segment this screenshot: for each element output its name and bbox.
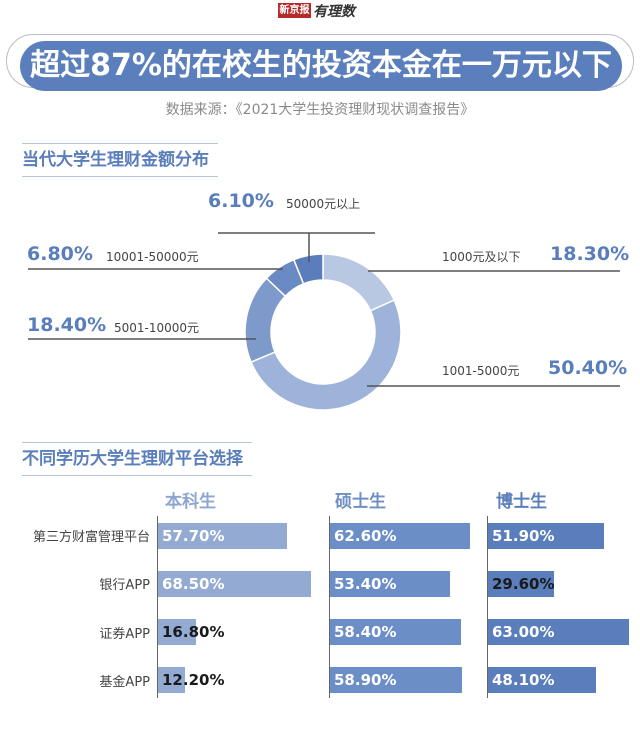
bar-value-label: 48.10% xyxy=(492,671,555,689)
page-title: 超过87%的在校生的投资本金在一万元以下 xyxy=(20,41,622,91)
pct-1000-below: 18.30% xyxy=(550,243,630,265)
pct-50000plus: 6.10% xyxy=(208,190,274,212)
bar xyxy=(330,667,462,693)
bar-value-label: 16.80% xyxy=(162,623,225,641)
axis-phd xyxy=(487,516,488,698)
row-label-third-party: 第三方财富管理平台 xyxy=(32,530,150,545)
bar xyxy=(330,619,461,645)
bar-value-label: 58.90% xyxy=(334,671,397,689)
donut-slice xyxy=(292,253,324,285)
label-1000-below: 1000元及以下 xyxy=(442,250,521,264)
bar xyxy=(488,667,596,693)
column-head-master: 硕士生 xyxy=(335,492,386,512)
bar xyxy=(488,523,605,549)
bar xyxy=(488,571,555,597)
bar xyxy=(158,619,196,645)
bar-value-label: 53.40% xyxy=(334,575,397,593)
label-50000plus: 50000元以上 xyxy=(286,197,361,211)
label-10001-50000: 10001-50000元 xyxy=(106,250,199,264)
bar xyxy=(330,571,450,597)
bar-value-label: 51.90% xyxy=(492,527,555,545)
logo-column: 有理数 xyxy=(313,4,355,20)
donut-slice xyxy=(250,299,402,411)
column-head-undergrad: 本科生 xyxy=(165,492,216,512)
bar-value-label: 62.60% xyxy=(334,527,397,545)
bar-value-label: 57.70% xyxy=(162,527,225,545)
label-5001-10000: 5001-10000元 xyxy=(114,321,200,335)
bar-value-label: 58.40% xyxy=(334,623,397,641)
bar-value-label: 29.60% xyxy=(492,575,555,593)
bar xyxy=(158,523,288,549)
bar xyxy=(158,667,186,693)
bar-value-label: 63.00% xyxy=(492,623,555,641)
section-title-distribution: 当代大学生理财金额分布 xyxy=(22,143,218,177)
row-label-securities-app: 证券APP xyxy=(99,627,150,642)
bar-value-label: 68.50% xyxy=(162,575,225,593)
row-label-fund-app: 基金APP xyxy=(99,675,150,690)
data-source: 数据来源：《2021大学生投资理财现状调查报告》 xyxy=(165,102,475,118)
pct-5001-10000: 18.40% xyxy=(27,314,107,336)
pct-1001-5000: 50.40% xyxy=(548,357,628,379)
bar xyxy=(488,619,630,645)
axis-undergrad xyxy=(157,516,158,698)
row-label-bank-app: 银行APP xyxy=(99,578,150,593)
bar-value-label: 12.20% xyxy=(162,671,225,689)
logo-brand: 新京报 xyxy=(278,3,311,18)
bar xyxy=(330,523,471,549)
axis-master xyxy=(329,516,330,698)
column-head-phd: 博士生 xyxy=(496,492,547,512)
section-title-platform: 不同学历大学生理财平台选择 xyxy=(22,442,252,476)
bar xyxy=(158,571,312,597)
pct-10001-50000: 6.80% xyxy=(27,243,93,265)
donut-slice xyxy=(322,253,396,312)
label-1001-5000: 1001-5000元 xyxy=(442,364,520,378)
donut-slices xyxy=(244,253,402,411)
